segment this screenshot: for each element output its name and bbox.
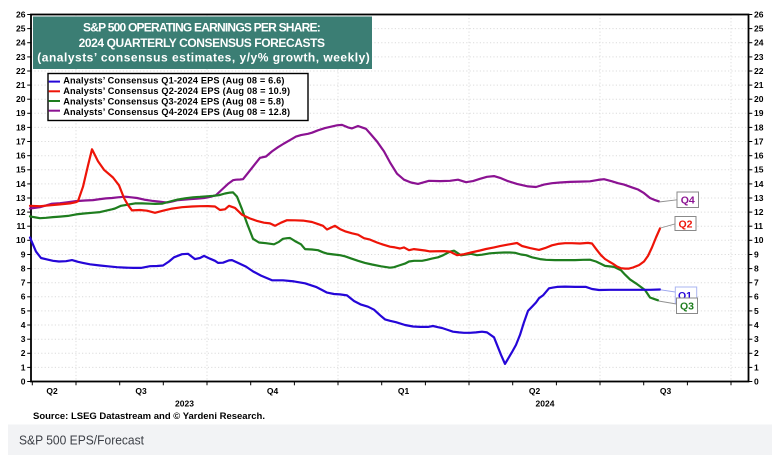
svg-text:Analysts’ Consensus Q1-2024 EP: Analysts’ Consensus Q1-2024 EPS (Aug 08 … [63,76,284,86]
svg-text:Q3: Q3 [680,300,694,312]
svg-text:S&P 500 EPS/Forecast: S&P 500 EPS/Forecast [19,433,145,447]
svg-text:7: 7 [754,278,759,288]
svg-text:24: 24 [754,38,764,48]
svg-text:20: 20 [16,94,26,104]
svg-text:5: 5 [21,306,26,316]
svg-text:9: 9 [21,249,26,259]
svg-text:0: 0 [754,376,759,386]
svg-text:1: 1 [21,362,26,372]
svg-text:23: 23 [16,52,26,62]
svg-text:26: 26 [754,9,764,19]
svg-text:Analysts’ Consensus Q2-2024 EP: Analysts’ Consensus Q2-2024 EPS (Aug 08 … [63,86,290,96]
svg-text:13: 13 [754,193,764,203]
svg-text:2024 QUARTERLY CONSENSUS FOREC: 2024 QUARTERLY CONSENSUS FORECASTS [79,36,325,50]
svg-text:8: 8 [21,264,26,274]
svg-text:21: 21 [754,80,764,90]
svg-text:4: 4 [21,320,26,330]
svg-text:11: 11 [17,221,26,231]
svg-text:16: 16 [754,151,764,161]
svg-text:13: 13 [16,193,26,203]
svg-text:18: 18 [754,122,764,132]
svg-text:2024: 2024 [536,399,555,409]
svg-text:(analysts’ consensus estimates: (analysts’ consensus estimates, y/y% gro… [37,50,370,64]
svg-text:2023: 2023 [175,399,194,409]
svg-text:22: 22 [16,66,26,76]
svg-text:Analysts’ Consensus Q3-2024 EP: Analysts’ Consensus Q3-2024 EPS (Aug 08 … [63,97,284,107]
svg-text:Q1: Q1 [398,386,410,396]
svg-text:19: 19 [754,108,764,118]
svg-text:26: 26 [16,9,26,19]
svg-text:18: 18 [16,122,26,132]
svg-text:4: 4 [754,320,759,330]
svg-text:5: 5 [754,306,759,316]
svg-text:14: 14 [754,179,764,189]
svg-text:22: 22 [754,66,764,76]
svg-text:Q4: Q4 [681,194,695,206]
svg-text:14: 14 [16,179,26,189]
svg-text:17: 17 [16,136,26,146]
svg-text:Analysts’ Consensus Q4-2024 EP: Analysts’ Consensus Q4-2024 EPS (Aug 08 … [63,107,290,117]
svg-text:11: 11 [754,221,763,231]
svg-text:15: 15 [754,165,764,175]
svg-text:2: 2 [21,348,26,358]
svg-text:6: 6 [21,292,26,302]
svg-text:Q4: Q4 [267,386,279,396]
svg-text:9: 9 [754,249,759,259]
svg-text:Q3: Q3 [135,386,147,396]
svg-text:25: 25 [754,24,764,34]
svg-text:Q2: Q2 [678,218,692,230]
svg-text:15: 15 [16,165,26,175]
svg-text:1: 1 [754,362,759,372]
svg-text:24: 24 [16,38,26,48]
svg-text:12: 12 [16,207,26,217]
svg-text:Q2: Q2 [46,386,58,396]
svg-text:3: 3 [21,334,26,344]
svg-text:25: 25 [16,24,26,34]
svg-text:8: 8 [754,264,759,274]
svg-text:19: 19 [16,108,26,118]
svg-text:2: 2 [754,348,759,358]
svg-text:12: 12 [754,207,764,217]
svg-text:10: 10 [754,235,764,245]
svg-text:S&P 500 OPERATING EARNINGS PER: S&P 500 OPERATING EARNINGS PER SHARE: [83,20,321,34]
svg-text:6: 6 [754,292,759,302]
svg-text:20: 20 [754,94,764,104]
svg-text:0: 0 [21,376,26,386]
svg-text:Q2: Q2 [529,386,541,396]
svg-text:16: 16 [16,151,26,161]
svg-text:10: 10 [16,235,26,245]
svg-text:Source: LSEG Datastream and ©: Source: LSEG Datastream and © Yardeni Re… [33,411,265,421]
svg-text:17: 17 [754,136,764,146]
svg-text:23: 23 [754,52,764,62]
svg-text:21: 21 [16,80,26,90]
svg-text:7: 7 [21,278,26,288]
svg-text:Q3: Q3 [660,386,672,396]
svg-text:3: 3 [754,334,759,344]
